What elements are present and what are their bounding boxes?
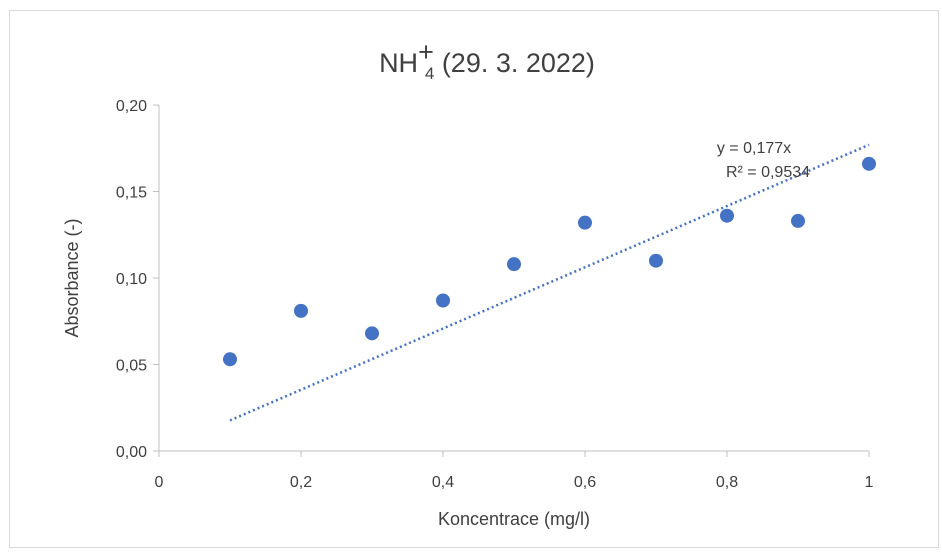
trendline [229, 143, 870, 422]
x-tick-label: 1 [865, 474, 874, 491]
trendline-equation: y = 0,177x [717, 140, 791, 157]
data-point [294, 303, 308, 318]
chart-title-base: NH [379, 48, 418, 78]
chart-title-superscript: + [418, 37, 434, 67]
y-tick-label: 0,00 [116, 444, 147, 461]
trendline-r-squared: R² = 0,9534 [726, 164, 810, 181]
x-tick-label: 0,2 [290, 474, 312, 491]
y-tick-label: 0,05 [116, 358, 147, 375]
data-point [862, 156, 876, 171]
y-axis-label: Absorbance (-) [62, 218, 82, 337]
data-points [223, 156, 876, 367]
trendline-line [229, 143, 870, 422]
y-tick-label: 0,20 [116, 98, 147, 115]
y-tick-label: 0,15 [116, 185, 147, 202]
chart-area [9, 10, 939, 548]
data-point [223, 352, 237, 367]
x-tick-label: 0,4 [432, 474, 454, 491]
chart-title: NH+ 4 (29. 3. 2022) [379, 37, 595, 83]
x-tick-label: 0,6 [574, 474, 596, 491]
chart-title-rest: (29. 3. 2022) [434, 48, 595, 78]
x-axis-label: Koncentrace (mg/l) [438, 509, 590, 529]
axes: 0,00 0,05 0,10 0,15 0,20 0 0,2 0,4 0,6 0,8 1 [116, 98, 874, 491]
data-point [720, 208, 734, 223]
x-tick-label: 0 [155, 474, 164, 491]
data-point [365, 326, 379, 341]
data-point [578, 215, 592, 230]
data-point [649, 253, 663, 268]
chart-title-subscript: 4 [425, 64, 434, 83]
y-tick-label: 0,10 [116, 271, 147, 288]
data-point [791, 213, 805, 228]
data-point [507, 257, 521, 272]
data-point [436, 293, 450, 308]
x-tick-label: 0,8 [716, 474, 738, 491]
